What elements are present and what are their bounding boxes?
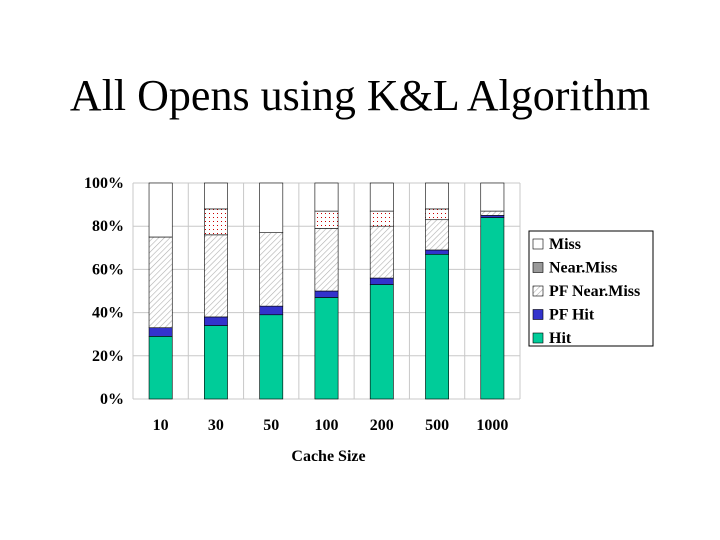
bar-segment-pf-hit	[425, 249, 449, 255]
bar-segment-hit	[259, 314, 284, 400]
bar-segment-near-miss	[204, 208, 228, 236]
legend-label: Miss	[549, 236, 581, 253]
bar-segment-miss	[480, 182, 505, 212]
legend-swatch	[532, 309, 544, 320]
y-axis-ticks: 0% 20% 40% 60% 80% 100%	[84, 175, 124, 408]
legend-swatch	[532, 238, 544, 250]
x-axis-title: Cache Size	[291, 448, 365, 465]
bar-segment-miss	[314, 182, 339, 212]
bar-segment-pf-near-miss	[425, 219, 449, 251]
bar-segment-near-miss	[314, 210, 339, 229]
y-tick-label: 40%	[92, 305, 124, 322]
bar-segment-hit	[314, 297, 339, 400]
y-tick-label: 100%	[84, 175, 124, 192]
legend-label: PF Near.Miss	[549, 283, 640, 300]
bar-segment-pf-hit	[314, 290, 339, 298]
bar-segment-pf-near-miss	[369, 225, 394, 279]
bar-segment-pf-near-miss	[204, 234, 228, 318]
bar-segment-pf-hit	[480, 215, 505, 218]
bar-segment-pf-near-miss	[259, 232, 284, 307]
y-tick-label: 80%	[92, 218, 124, 235]
bar-segment-hit	[204, 325, 228, 400]
bar-segment-hit	[480, 217, 505, 400]
bar-segment-pf-hit	[369, 277, 394, 285]
bar-segment-near-miss	[425, 208, 449, 221]
legend-swatch	[532, 332, 544, 344]
y-tick-label: 20%	[92, 348, 124, 365]
x-axis-labels: 10 30 50 100 200 500 1000	[153, 417, 509, 434]
bar-segment-miss	[148, 182, 173, 238]
bar-segment-pf-near-miss	[480, 210, 505, 216]
bars	[148, 182, 505, 400]
x-tick-label: 500	[425, 417, 449, 434]
x-tick-label: 30	[208, 417, 224, 434]
bar-segment-hit	[425, 253, 449, 400]
bar-segment-pf-near-miss	[314, 228, 339, 292]
slide-title: All Opens using K&L Algorithm	[69, 71, 651, 120]
legend-swatch	[532, 262, 544, 273]
bar-segment-miss	[425, 182, 449, 210]
bar-segment-hit	[148, 336, 173, 400]
bar-segment-pf-near-miss	[148, 236, 173, 329]
legend-label: PF Hit	[549, 307, 595, 324]
bar-segment-hit	[369, 284, 394, 400]
bar-segment-pf-hit	[204, 316, 228, 326]
x-tick-label: 1000	[476, 417, 508, 434]
legend-box	[528, 230, 654, 347]
bar-segment-miss	[369, 182, 394, 212]
legend-swatch	[532, 285, 544, 297]
bar-segment-miss	[259, 182, 284, 233]
bar-segment-near-miss	[369, 210, 394, 227]
y-tick-label: 60%	[92, 261, 124, 278]
legend: Miss Near.Miss PF Near.Miss PF Hit Hit	[528, 230, 654, 347]
legend-label: Hit	[549, 330, 572, 347]
y-tick-label: 0%	[100, 391, 124, 408]
bar-segment-pf-hit	[148, 327, 173, 337]
x-tick-label: 10	[153, 417, 169, 434]
x-tick-label: 50	[263, 417, 279, 434]
x-tick-label: 100	[315, 417, 339, 434]
bar-segment-miss	[204, 182, 228, 210]
x-tick-label: 200	[370, 417, 394, 434]
bar-segment-pf-hit	[259, 305, 284, 316]
legend-label: Near.Miss	[549, 260, 617, 277]
